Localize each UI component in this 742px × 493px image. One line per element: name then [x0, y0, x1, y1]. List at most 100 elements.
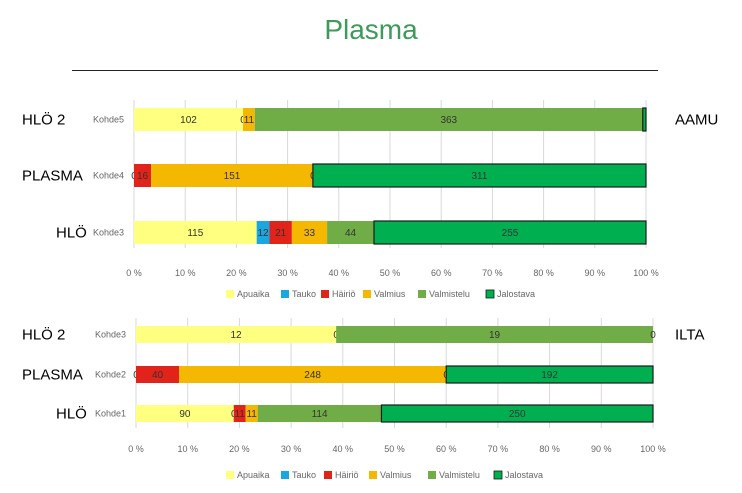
- data-label: 250: [509, 409, 526, 420]
- data-label: 192: [541, 370, 558, 381]
- bar-segment-valmius: [243, 108, 255, 131]
- legend-swatch: [418, 290, 426, 298]
- legend-swatch: [493, 470, 503, 480]
- legend-label: Tauko: [292, 289, 316, 299]
- shift-label: ILTA: [675, 327, 704, 344]
- x-tick-label: 0 %: [126, 268, 142, 278]
- legend-label: Apuaika: [237, 289, 270, 299]
- legend-label: Valmius: [374, 289, 406, 299]
- category-label: Kohde1: [95, 409, 126, 419]
- x-tick-label: 80 %: [539, 444, 560, 454]
- x-tick-label: 70 %: [482, 268, 503, 278]
- bar-segment-häiriö: [233, 405, 246, 422]
- legend-swatch: [369, 471, 377, 479]
- data-label: 12: [231, 330, 243, 341]
- data-label: 90: [179, 409, 191, 420]
- data-label: 0: [650, 330, 656, 341]
- legend-swatch: [324, 471, 332, 479]
- data-label: 114: [312, 409, 328, 420]
- x-tick-label: 40 %: [329, 268, 350, 278]
- data-label: 16: [137, 171, 149, 182]
- bar-segment-apuaika: [136, 405, 234, 422]
- bar-segment-häiriö: [134, 164, 152, 187]
- legend-label: Jalostava: [505, 470, 543, 480]
- data-label: 33: [304, 228, 316, 239]
- bar-segment-häiriö: [136, 366, 180, 383]
- x-tick-label: 40 %: [333, 444, 354, 454]
- bar-segment-tauko: [256, 221, 270, 244]
- legend-label: Valmistelu: [439, 470, 480, 480]
- data-label: 12: [258, 228, 270, 239]
- data-label: 11: [235, 409, 246, 420]
- bar-segment-valmius: [151, 164, 313, 187]
- data-label: 11: [246, 409, 257, 420]
- x-tick-label: 90 %: [585, 268, 606, 278]
- row-side-label: HLÖ: [56, 224, 87, 242]
- x-tick-label: 10 %: [175, 268, 196, 278]
- bar-segment-valmistelu: [257, 405, 382, 422]
- bar-segment-apuaika: [136, 326, 337, 343]
- x-tick-label: 20 %: [226, 268, 247, 278]
- legend-label: Valmius: [380, 470, 412, 480]
- bar-segment-jalostava: [445, 365, 654, 384]
- bar-segment-häiriö: [269, 221, 292, 244]
- data-label: 363: [440, 115, 457, 126]
- bar-segment-jalostava: [642, 107, 647, 132]
- x-tick-label: 80 %: [533, 268, 554, 278]
- x-tick-label: 90 %: [591, 444, 612, 454]
- row-side-label: PLASMA: [22, 168, 83, 185]
- bar-segment-apuaika: [134, 108, 244, 131]
- x-tick-label: 10 %: [177, 444, 198, 454]
- bar-segment-valmistelu: [254, 108, 643, 131]
- legend-label: Häiriö: [335, 470, 359, 480]
- bar-segment-apuaika: [134, 221, 257, 244]
- category-label: Kohde2: [95, 370, 126, 380]
- title-divider: [72, 70, 658, 71]
- data-label: 255: [502, 228, 519, 239]
- data-label: 40: [152, 370, 164, 381]
- legend-label: Apuaika: [237, 470, 270, 480]
- row-side-label: HLÖ 2: [22, 111, 65, 129]
- legend-swatch: [321, 290, 329, 298]
- legend-label: Häiriö: [332, 289, 356, 299]
- data-label: 248: [304, 370, 321, 381]
- x-tick-label: 30 %: [281, 444, 302, 454]
- page-title: Plasma: [324, 14, 418, 45]
- x-tick-label: 100 %: [633, 268, 659, 278]
- bar-segment-valmius: [245, 405, 258, 422]
- bar-segment-jalostava: [312, 163, 647, 188]
- category-label: Kohde3: [95, 330, 126, 340]
- data-label: 102: [180, 115, 197, 126]
- x-tick-label: 60 %: [436, 444, 457, 454]
- x-tick-label: 70 %: [488, 444, 509, 454]
- legend-label: Jalostava: [497, 289, 535, 299]
- data-label: 151: [224, 171, 241, 182]
- data-label: 44: [345, 228, 357, 239]
- x-tick-label: 20 %: [229, 444, 250, 454]
- data-label: 115: [187, 228, 203, 239]
- bar-segment-valmistelu: [336, 326, 653, 343]
- x-tick-label: 50 %: [380, 268, 401, 278]
- category-label: Kohde3: [93, 228, 124, 238]
- data-label: 21: [275, 228, 287, 239]
- legend-swatch: [281, 290, 289, 298]
- legend-swatch: [226, 471, 234, 479]
- legend-swatch: [226, 290, 234, 298]
- row-side-label: HLÖ 2: [22, 326, 65, 344]
- data-label: 19: [489, 330, 501, 341]
- x-tick-label: 50 %: [384, 444, 405, 454]
- bar-segment-jalostava: [373, 220, 647, 245]
- x-tick-label: 100 %: [640, 444, 666, 454]
- shift-label: AAMU: [675, 112, 718, 129]
- legend-swatch: [281, 471, 289, 479]
- x-tick-label: 0 %: [128, 444, 144, 454]
- legend-swatch: [363, 290, 371, 298]
- category-label: Kohde4: [93, 171, 124, 181]
- bar-segment-valmius: [291, 221, 328, 244]
- data-label: 11: [244, 115, 255, 126]
- category-label: Kohde5: [93, 115, 124, 125]
- bar-segment-valmistelu: [327, 221, 374, 244]
- row-side-label: PLASMA: [22, 367, 83, 384]
- x-tick-label: 60 %: [431, 268, 452, 278]
